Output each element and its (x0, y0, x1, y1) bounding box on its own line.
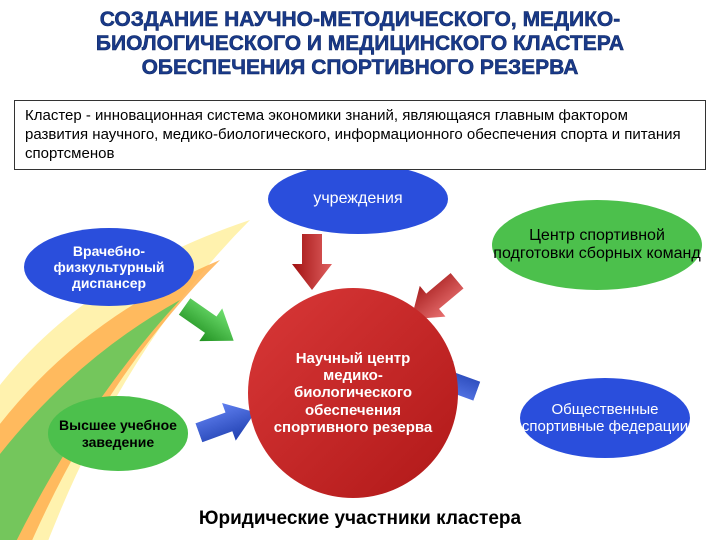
node-training-center: Центр спортивной подготовки сборных кома… (492, 200, 702, 290)
node-dispensary: Врачебно-физкультурный диспансер (24, 228, 194, 306)
arrow-top (292, 234, 332, 290)
arrow-left1 (173, 290, 245, 357)
node-institutions: учреждения (268, 164, 448, 234)
node-university: Высшее учебное заведение (48, 396, 188, 471)
description-box: Кластер - инновационная система экономик… (14, 100, 706, 170)
page-title: СОЗДАНИЕ НАУЧНО-МЕТОДИЧЕСКОГО, МЕДИКО-БИ… (0, 8, 720, 80)
node-label: учреждения (313, 190, 402, 208)
node-label: Врачебно-физкультурный диспансер (24, 243, 194, 291)
node-label: Научный центр медико-биологического обес… (268, 350, 438, 436)
node-label: Общественные спортивные федерации (520, 401, 690, 436)
node-label: Высшее учебное заведение (48, 417, 188, 449)
node-label: Центр спортивной подготовки сборных кома… (492, 227, 702, 264)
footer-caption: Юридические участники кластера (0, 508, 720, 530)
node-federations: Общественные спортивные федерации (520, 378, 690, 458)
node-science-center: Научный центр медико-биологического обес… (248, 288, 458, 498)
